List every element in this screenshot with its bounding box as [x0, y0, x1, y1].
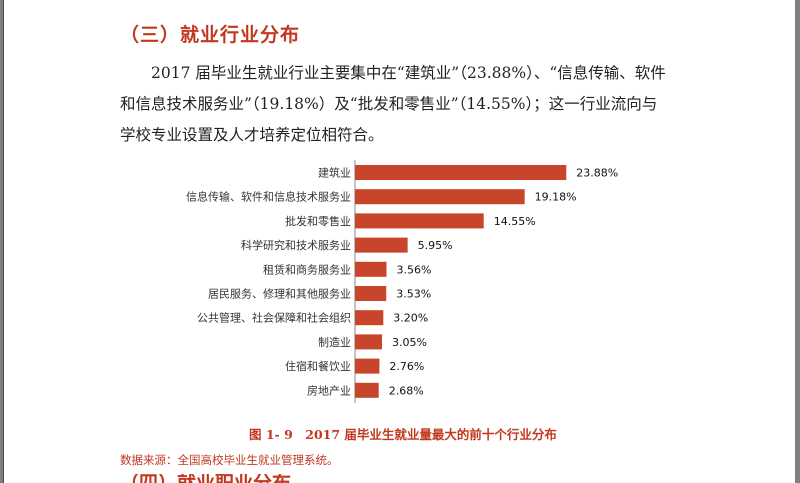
category-label-5: 居民服务、修理和其他服务业 — [208, 287, 351, 301]
category-label-2: 批发和零售业 — [285, 214, 351, 228]
category-label-7: 制造业 — [318, 335, 351, 349]
section-heading: （三）就业行业分布 — [120, 24, 301, 46]
bar-5 — [355, 286, 387, 301]
value-label-2: 14.55% — [494, 215, 536, 228]
page-edge — [3, 0, 4, 483]
value-label-5: 3.53% — [396, 288, 431, 301]
value-label-0: 23.88% — [576, 167, 618, 180]
bar-4 — [355, 261, 387, 277]
data-source-note: 数据来源：全国高校毕业生就业管理系统。 — [120, 453, 339, 467]
bar-7 — [355, 334, 382, 350]
category-label-9: 房地产业 — [307, 383, 351, 397]
value-label-9: 2.68% — [389, 384, 424, 397]
figure-caption: 图 1- 9 2017 届毕业生就业量最大的前十个行业分布 — [249, 427, 557, 442]
bar-8 — [355, 358, 380, 374]
bar-3 — [355, 237, 408, 253]
category-label-3: 科学研究和技术服务业 — [241, 238, 351, 252]
bar-6 — [355, 310, 384, 326]
value-label-3: 5.95% — [418, 239, 453, 252]
value-label-8: 2.76% — [389, 360, 424, 373]
value-label-7: 3.05% — [392, 336, 427, 349]
bar-0 — [355, 165, 567, 180]
bar-2 — [355, 213, 484, 229]
bar-1 — [355, 189, 525, 205]
value-label-1: 19.18% — [535, 191, 577, 204]
next-section-heading-partial: （四）就业职业分布 — [120, 474, 291, 483]
document-page: （三）就业行业分布 2017 届毕业生就业行业主要集中在“建筑业”（23.88%… — [3, 0, 795, 483]
category-label-4: 租赁和商务服务业 — [263, 262, 351, 276]
paragraph-line-2: 和信息技术服务业”（19.18%）及“批发和零售业”（14.55%）；这一行业流… — [120, 95, 658, 113]
value-label-6: 3.20% — [393, 312, 428, 325]
category-label-6: 公共管理、社会保障和社会组织 — [197, 311, 351, 325]
paragraph-line-3: 学校专业设置及人才培养定位相符合。 — [120, 126, 384, 144]
value-label-4: 3.56% — [396, 263, 431, 276]
section-paragraph: 2017 届毕业生就业行业主要集中在“建筑业”（23.88%）、“信息传输、软件… — [120, 58, 720, 151]
category-label-0: 建筑业 — [318, 166, 351, 180]
paragraph-line-1: 2017 届毕业生就业行业主要集中在“建筑业”（23.88%）、“信息传输、软件 — [151, 64, 666, 82]
industry-bar-chart: 建筑业 23.88% 信息传输、软件和信息技术服务业 19.18% 批发和零售业 14.5… — [186, 160, 618, 403]
category-label-8: 住宿和餐饮业 — [285, 359, 351, 373]
category-label-1: 信息传输、软件和信息技术服务业 — [186, 190, 351, 204]
bar-9 — [355, 382, 379, 398]
